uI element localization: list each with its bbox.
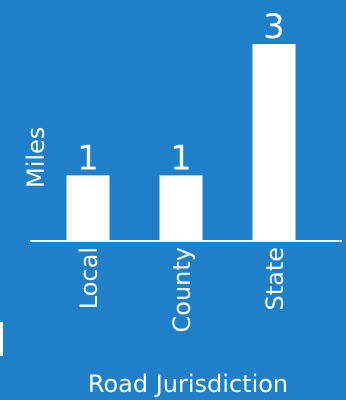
data-label-county: 1 <box>170 138 192 178</box>
edge-divider-line <box>0 322 3 356</box>
x-tick-labels-group: Local County State <box>75 247 289 332</box>
data-labels-group: 1 1 3 <box>77 7 285 178</box>
x-tick-label-state: State <box>261 247 289 311</box>
bar-state <box>252 44 296 241</box>
bar-local <box>66 175 110 241</box>
bar-county <box>159 175 203 241</box>
bars-group <box>66 44 296 241</box>
x-tick-label-local: Local <box>75 247 103 309</box>
x-tick-label-county: County <box>168 247 196 332</box>
data-label-state: 3 <box>263 7 285 47</box>
data-label-local: 1 <box>77 138 99 178</box>
x-axis-label: Road Jurisdiction <box>88 370 288 398</box>
y-axis-label: Miles <box>22 127 50 188</box>
